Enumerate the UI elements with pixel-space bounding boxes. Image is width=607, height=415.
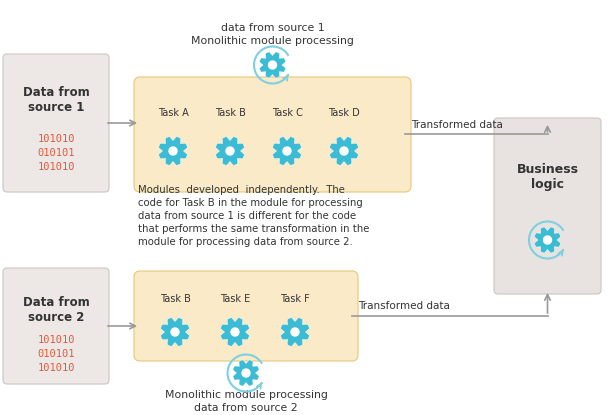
Text: Monolithic module processing: Monolithic module processing	[164, 390, 327, 400]
Polygon shape	[233, 360, 259, 386]
Text: Task A: Task A	[158, 108, 188, 118]
Text: data from source 2: data from source 2	[194, 403, 298, 413]
Text: Modules  developed  independently.  The: Modules developed independently. The	[138, 185, 345, 195]
Polygon shape	[534, 227, 561, 253]
FancyBboxPatch shape	[134, 77, 411, 192]
Text: Data from
source 1: Data from source 1	[22, 86, 89, 114]
Text: Monolithic module processing: Monolithic module processing	[191, 36, 354, 46]
Text: Transformed data: Transformed data	[411, 120, 503, 129]
Circle shape	[171, 328, 179, 336]
FancyBboxPatch shape	[134, 271, 358, 361]
Polygon shape	[259, 52, 286, 78]
Circle shape	[283, 147, 291, 155]
Polygon shape	[330, 137, 359, 166]
FancyBboxPatch shape	[494, 118, 601, 294]
Polygon shape	[220, 317, 249, 347]
Circle shape	[169, 147, 177, 155]
Text: 101010
010101
101010: 101010 010101 101010	[37, 134, 75, 172]
FancyBboxPatch shape	[3, 54, 109, 192]
Text: module for processing data from source 2.: module for processing data from source 2…	[138, 237, 353, 247]
Circle shape	[340, 147, 348, 155]
Text: Task F: Task F	[280, 294, 310, 304]
FancyBboxPatch shape	[3, 268, 109, 384]
Polygon shape	[158, 137, 188, 166]
Circle shape	[291, 328, 299, 336]
Text: data from source 1: data from source 1	[221, 23, 324, 33]
Polygon shape	[280, 317, 310, 347]
Text: that performs the same transformation in the: that performs the same transformation in…	[138, 224, 370, 234]
Circle shape	[226, 147, 234, 155]
Circle shape	[543, 236, 552, 244]
Text: code for Task B in the module for processing: code for Task B in the module for proces…	[138, 198, 363, 208]
Polygon shape	[273, 137, 302, 166]
Circle shape	[242, 369, 250, 377]
Text: 101010
010101
101010: 101010 010101 101010	[37, 335, 75, 373]
Polygon shape	[161, 317, 189, 347]
Text: Task D: Task D	[328, 108, 360, 118]
Text: data from source 1 is different for the code: data from source 1 is different for the …	[138, 211, 356, 221]
Text: Transformed data: Transformed data	[358, 301, 450, 311]
Text: Task B: Task B	[214, 108, 245, 118]
Circle shape	[268, 61, 277, 69]
Text: Business
logic: Business logic	[517, 163, 578, 191]
Polygon shape	[215, 137, 245, 166]
Text: Task B: Task B	[160, 294, 191, 304]
Text: Data from
source 2: Data from source 2	[22, 296, 89, 324]
Text: Task C: Task C	[271, 108, 302, 118]
Text: Task E: Task E	[220, 294, 250, 304]
Circle shape	[231, 328, 239, 336]
